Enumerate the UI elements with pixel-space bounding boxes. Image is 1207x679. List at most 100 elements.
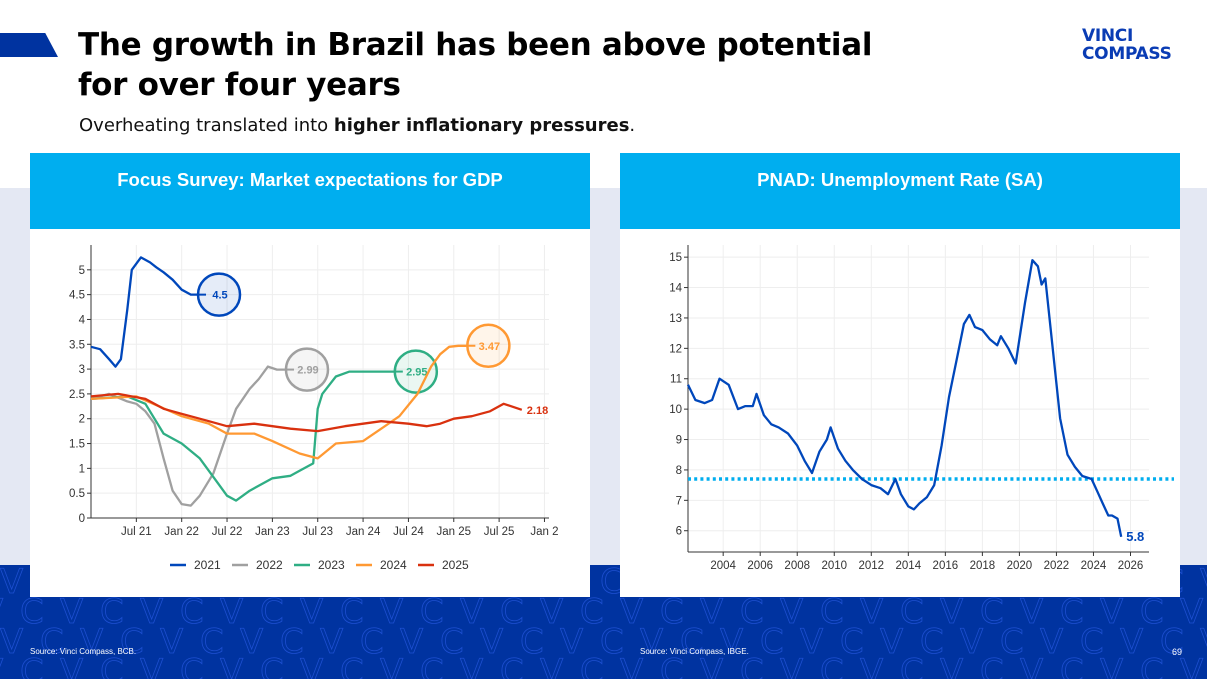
subtitle-bold: higher inflationary pressures — [333, 115, 630, 136]
pattern-glyph: C — [1140, 592, 1164, 632]
y-tick-label: 12 — [669, 343, 682, 355]
pattern-glyph: V — [60, 652, 83, 679]
pattern-glyph: V — [1020, 592, 1043, 632]
pattern-glyph: C — [120, 622, 144, 662]
pattern-glyph: V — [300, 592, 323, 632]
x-tick-label: 2010 — [821, 560, 847, 572]
slide-subtitle: Overheating translated into higher infla… — [79, 115, 635, 136]
pattern-glyph: V — [700, 652, 723, 679]
series-line-2025 — [90, 392, 523, 433]
pattern-glyph: V — [1180, 652, 1203, 679]
pattern-glyph: C — [20, 592, 44, 632]
series-line-2024 — [90, 344, 468, 460]
pattern-glyph: V — [720, 622, 743, 662]
gdp-expectations-chart: 0 0.5 1 1.5 2 2.5 3 3.5 4 4.5 5 Jul 21 Jan 22 Jul 22 J… — [69, 245, 559, 572]
pattern-glyph: V — [1020, 652, 1043, 679]
pattern-glyph: V — [1120, 622, 1143, 662]
pattern-glyph: V — [860, 592, 883, 632]
pattern-glyph: C — [980, 652, 1004, 679]
pattern-glyph: C — [900, 652, 924, 679]
legend-label-2022: 2022 — [256, 558, 283, 572]
x-tick-label: Jul 24 — [393, 526, 424, 538]
logo-line-2: COMPASS — [1082, 44, 1172, 64]
pattern-glyph: C — [500, 652, 524, 679]
pattern-glyph: C — [100, 652, 124, 679]
subtitle-end: . — [629, 115, 636, 136]
series-line-2021 — [90, 256, 198, 368]
x-tick-label: Jan 23 — [255, 526, 290, 538]
x-tick-label: 2008 — [784, 560, 810, 572]
unemployment-chart-title: PNAD: Unemployment Rate (SA) — [620, 153, 1180, 229]
source-left: Source: Vinci Compass, BCB. — [30, 647, 137, 656]
pattern-glyph: V — [700, 592, 723, 632]
page-number: 69 — [1172, 647, 1183, 657]
pattern-glyph: V — [560, 622, 583, 662]
y-tick-label: 8 — [676, 465, 682, 477]
y-tick-label: 3.5 — [69, 339, 85, 351]
y-tick-label: 13 — [669, 313, 682, 325]
title-line-1: The growth in Brazil has been above pote… — [78, 27, 873, 63]
pattern-glyph: V — [0, 565, 23, 602]
pattern-glyph: V — [780, 652, 803, 679]
pattern-glyph: V — [0, 652, 3, 679]
pattern-glyph: C — [600, 622, 624, 662]
pattern-glyph: V — [320, 622, 343, 662]
pattern-glyph: C — [180, 652, 204, 679]
pattern-glyph: V — [220, 652, 243, 679]
pattern-glyph: C — [1000, 622, 1024, 662]
subtitle-plain: Overheating translated into — [79, 115, 334, 136]
pattern-glyph: C — [1060, 592, 1084, 632]
pattern-glyph: C — [900, 592, 924, 632]
pattern-glyph: C — [980, 592, 1004, 632]
legend-label-2025: 2025 — [442, 558, 469, 572]
gdp-chart-panel: Focus Survey: Market expectations for GD… — [30, 153, 590, 597]
y-tick-label: 1 — [79, 463, 85, 475]
pattern-glyph: C — [260, 652, 284, 679]
x-tick-label: 2022 — [1044, 560, 1070, 572]
x-tick-label: Jan 24 — [346, 526, 381, 538]
pattern-glyph: C — [420, 592, 444, 632]
pattern-glyph: C — [1060, 652, 1084, 679]
pattern-glyph: C — [820, 592, 844, 632]
logo-line-1: VINCI — [1082, 26, 1134, 46]
legend-label-2021: 2021 — [194, 558, 221, 572]
pattern-glyph: C — [520, 622, 544, 662]
x-tick-label: 2012 — [858, 560, 884, 572]
pattern-glyph: V — [540, 652, 563, 679]
pattern-glyph: V — [160, 622, 183, 662]
pattern-glyph: V — [60, 592, 83, 632]
y-tick-label: 3 — [79, 364, 85, 376]
y-tick-label: 15 — [669, 252, 682, 264]
x-tick-label: 2014 — [896, 560, 922, 572]
pattern-glyph: V — [1200, 622, 1207, 662]
pattern-glyph: C — [1160, 622, 1184, 662]
pattern-glyph: V — [220, 592, 243, 632]
pattern-glyph: C — [1140, 652, 1164, 679]
pattern-glyph: C — [200, 622, 224, 662]
pattern-glyph: C — [820, 652, 844, 679]
pattern-glyph: C — [840, 622, 864, 662]
y-tick-label: 14 — [669, 283, 682, 295]
pattern-glyph: V — [620, 652, 643, 679]
x-tick-label: 2016 — [933, 560, 959, 572]
legend-label-2023: 2023 — [318, 558, 345, 572]
pattern-glyph: C — [660, 652, 684, 679]
accent-bar — [0, 33, 58, 57]
pattern-glyph: V — [380, 652, 403, 679]
x-tick-label: Jan 25 — [437, 526, 472, 538]
pattern-glyph: C — [260, 592, 284, 632]
pattern-glyph: V — [140, 592, 163, 632]
title-line-2: for over four years — [78, 67, 401, 103]
series-line-2023 — [90, 370, 395, 502]
pattern-glyph: V — [480, 622, 503, 662]
y-tick-label: 6 — [676, 526, 682, 538]
x-tick-label: 2006 — [747, 560, 773, 572]
y-tick-label: 1.5 — [69, 439, 85, 451]
x-tick-label: Jul 23 — [302, 526, 333, 538]
pattern-glyph: C — [340, 652, 364, 679]
pattern-glyph: C — [1080, 622, 1104, 662]
pattern-glyph: V — [940, 592, 963, 632]
pattern-glyph: C — [760, 622, 784, 662]
pattern-glyph: V — [860, 652, 883, 679]
value-label: 2.95 — [406, 367, 427, 379]
